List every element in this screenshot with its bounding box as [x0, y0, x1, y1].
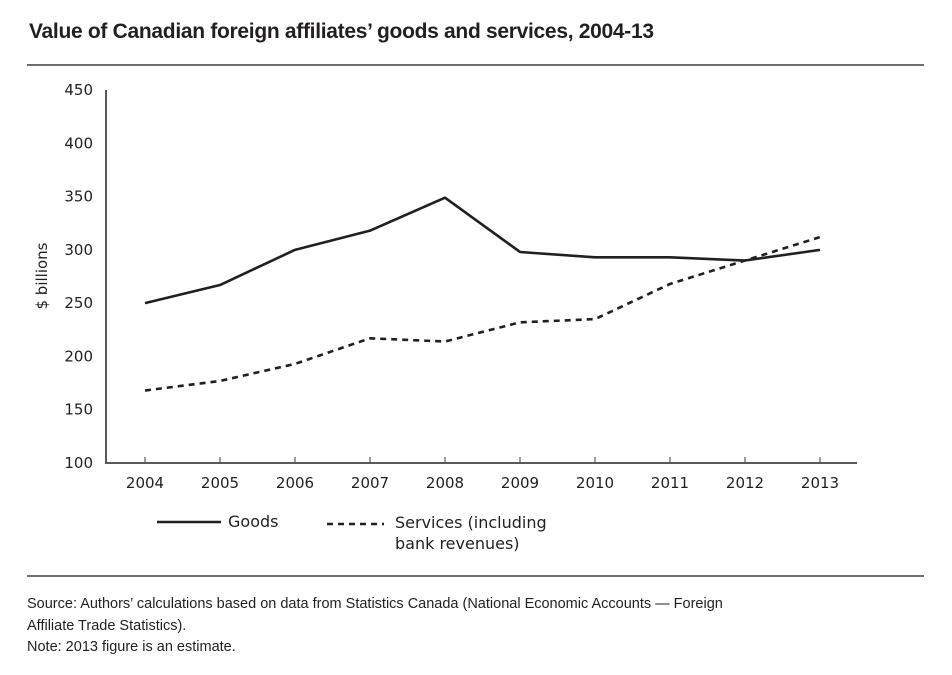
y-axis-title: $ billions [33, 242, 51, 309]
x-tick-label: 2010 [576, 474, 614, 492]
source-note-line-2: Affiliate Trade Statistics). [27, 617, 187, 634]
goods-line [144, 196, 821, 305]
legend-goods-label: Goods [228, 512, 278, 531]
y-tick-label: 350 [64, 188, 93, 206]
x-tick-label: 2007 [351, 474, 389, 492]
chart-title: Value of Canadian foreign affiliates’ go… [29, 20, 654, 43]
y-tick-label: 200 [64, 347, 93, 365]
footer-notes: Source: Authors’ calculations based on d… [27, 594, 927, 659]
y-tick-label: 100 [64, 454, 93, 472]
axes [105, 90, 857, 464]
services-line [144, 235, 821, 392]
y-tick-label: 250 [64, 294, 93, 312]
legend-services-label-line: bank revenues) [395, 534, 520, 553]
legend: Goods Services (including bank revenues) [157, 512, 547, 553]
y-tick-label: 150 [64, 401, 93, 419]
x-tick-label: 2011 [651, 474, 689, 492]
estimate-note: Note: 2013 figure is an estimate. [27, 639, 236, 655]
bottom-divider [27, 575, 924, 577]
series-lines [144, 196, 821, 392]
x-tick-label: 2004 [126, 474, 164, 492]
top-divider [27, 64, 924, 66]
source-note-line-1: Source: Authors’ calculations based on d… [27, 596, 723, 612]
y-tick-label: 300 [64, 241, 93, 259]
x-tick-label: 2013 [801, 474, 839, 492]
y-axis-ticks: 100 150 200 250 300 350 400 450 [64, 81, 93, 472]
x-tick-label: 2006 [276, 474, 314, 492]
y-tick-label: 450 [64, 81, 93, 99]
legend-services-label-line: Services (including [395, 513, 547, 532]
x-tick-label: 2012 [726, 474, 764, 492]
y-tick-label: 400 [64, 134, 93, 152]
x-tick-label: 2005 [201, 474, 239, 492]
x-tick-label: 2008 [426, 474, 464, 492]
x-tick-label: 2009 [501, 474, 539, 492]
x-axis-ticks: 2004 2005 2006 2007 2008 2009 2010 2011 2012 2013 [126, 457, 839, 492]
